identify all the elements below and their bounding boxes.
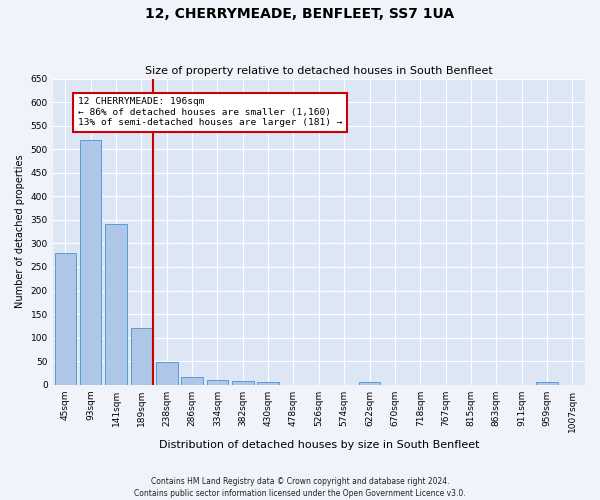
Text: Contains HM Land Registry data © Crown copyright and database right 2024.
Contai: Contains HM Land Registry data © Crown c…: [134, 476, 466, 498]
Bar: [156, 362, 178, 384]
Text: 12 CHERRYMEADE: 196sqm
← 86% of detached houses are smaller (1,160)
13% of semi-: 12 CHERRYMEADE: 196sqm ← 86% of detached…: [78, 98, 343, 128]
Bar: [257, 382, 279, 384]
Bar: [206, 380, 228, 384]
Text: 12, CHERRYMEADE, BENFLEET, SS7 1UA: 12, CHERRYMEADE, BENFLEET, SS7 1UA: [145, 8, 455, 22]
Bar: [536, 382, 558, 384]
Bar: [181, 376, 203, 384]
X-axis label: Distribution of detached houses by size in South Benfleet: Distribution of detached houses by size …: [158, 440, 479, 450]
Title: Size of property relative to detached houses in South Benfleet: Size of property relative to detached ho…: [145, 66, 493, 76]
Y-axis label: Number of detached properties: Number of detached properties: [15, 155, 25, 308]
Bar: [359, 382, 380, 384]
Bar: [131, 328, 152, 384]
Bar: [105, 224, 127, 384]
Bar: [55, 253, 76, 384]
Bar: [232, 381, 254, 384]
Bar: [80, 140, 101, 384]
